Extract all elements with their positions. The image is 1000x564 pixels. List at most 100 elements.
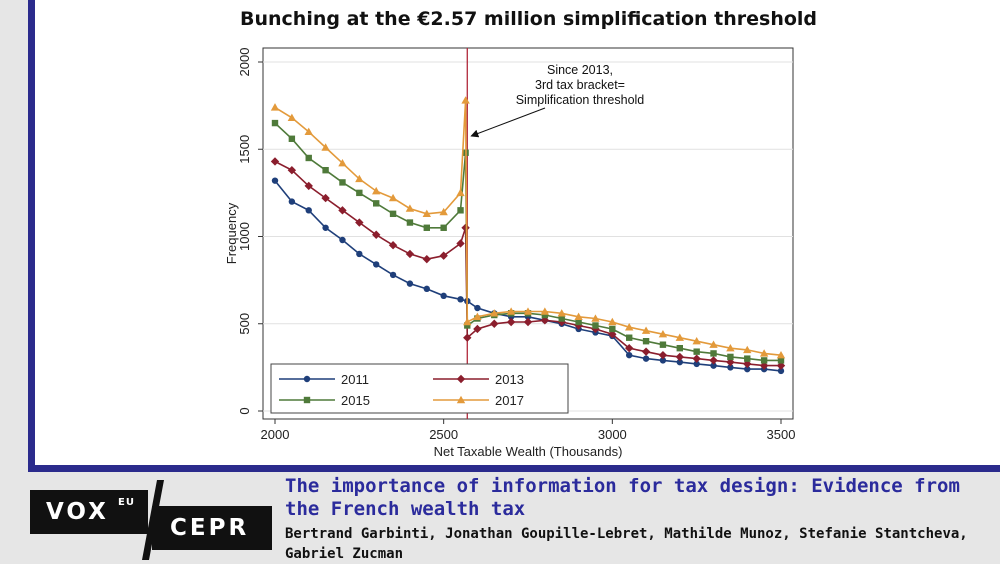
data-point-2013 — [709, 356, 718, 365]
annotation-line: Since 2013, — [547, 63, 613, 77]
footer: VOX EU CEPR The importance of informatio… — [0, 472, 1000, 563]
data-point-2013 — [338, 206, 347, 215]
vox-logo-eu: EU — [118, 497, 135, 508]
data-point-2013 — [405, 249, 415, 259]
data-point-2013 — [743, 359, 752, 369]
vox-logo-text: VOX — [46, 499, 109, 525]
data-point-2015 — [457, 207, 464, 214]
data-point-2015 — [693, 348, 700, 355]
data-point-2017 — [675, 333, 684, 341]
data-point-2017 — [523, 307, 533, 315]
data-point-2017 — [463, 317, 472, 326]
y-tick-label: 0 — [237, 407, 252, 414]
data-point-2013 — [625, 343, 634, 353]
data-point-2011 — [389, 271, 397, 279]
data-point-2017 — [726, 343, 735, 352]
y-tick-label: 1000 — [237, 222, 252, 251]
vox-logo[interactable]: VOX — [30, 490, 148, 534]
data-point-2013 — [490, 319, 499, 328]
annotation-line: Simplification threshold — [516, 93, 645, 107]
data-point-2013 — [372, 230, 381, 239]
annotation-line: 3rd tax bracket= — [535, 78, 625, 92]
plot-area — [262, 47, 794, 420]
data-point-2013 — [287, 165, 297, 175]
data-point-2011 — [474, 304, 481, 312]
data-point-2013 — [463, 333, 472, 342]
article-authors: Bertrand Garbinti, Jonathan Goupille-Leb… — [285, 526, 968, 562]
data-point-2017 — [439, 207, 448, 216]
data-point-2011 — [339, 236, 346, 244]
data-point-2017 — [759, 349, 769, 357]
data-point-2015 — [676, 344, 683, 352]
x-axis-title: Net Taxable Wealth (Thousands) — [434, 444, 623, 459]
legend-item-2013: 2013 — [433, 372, 524, 387]
data-point-2017 — [641, 326, 651, 334]
chart: 0 500 1000 1500 2000 2000 2500 3000 3500 Net Taxa… — [224, 47, 796, 459]
data-point-2017 — [372, 186, 381, 195]
data-point-2013 — [388, 241, 398, 250]
data-point-2015 — [305, 154, 312, 162]
data-point-2011 — [440, 292, 447, 300]
legend-label: 2013 — [495, 372, 524, 387]
data-point-2013 — [422, 254, 431, 264]
data-point-2017 — [776, 350, 786, 359]
slide-title: Bunching at the €2.57 million simplifica… — [240, 8, 818, 30]
data-point-2017 — [473, 312, 482, 320]
data-point-2011 — [626, 351, 633, 359]
y-tick-label: 1500 — [237, 135, 252, 164]
data-point-2017 — [321, 143, 330, 151]
data-point-2015 — [760, 357, 768, 364]
data-point-2013 — [439, 251, 448, 260]
data-point-2015 — [389, 210, 397, 218]
data-point-2015 — [373, 200, 380, 207]
data-point-2017 — [338, 159, 347, 167]
data-point-2015 — [592, 322, 599, 329]
cepr-logo-text: CEPR — [170, 515, 250, 541]
article-title[interactable]: The importance of information for tax de… — [285, 475, 960, 520]
legend-label: 2017 — [495, 393, 524, 408]
legend-label: 2011 — [341, 372, 369, 387]
data-point-2013 — [557, 317, 566, 327]
data-point-2011 — [642, 355, 650, 362]
data-point-2011 — [271, 177, 279, 184]
legend-marker — [456, 374, 466, 384]
x-tick-label: 3000 — [598, 427, 627, 442]
data-point-2013 — [658, 350, 668, 360]
data-point-2017 — [743, 345, 752, 354]
data-point-2013 — [675, 352, 684, 362]
annotation-arrow — [470, 107, 546, 138]
data-point-2015 — [271, 119, 279, 127]
data-point-2011 — [777, 367, 785, 375]
data-point-2013 — [641, 347, 651, 356]
data-point-2015 — [356, 189, 363, 197]
data-point-2011 — [373, 261, 380, 268]
x-tick-label: 3500 — [767, 427, 796, 442]
data-point-2011 — [727, 364, 734, 371]
cepr-logo[interactable]: CEPR — [152, 506, 272, 550]
data-point-2015 — [609, 325, 616, 333]
data-point-2011 — [744, 365, 751, 373]
y-tick-label: 2000 — [237, 48, 252, 77]
data-point-2017 — [456, 188, 465, 197]
legend-item-2015: 2015 — [279, 393, 370, 408]
data-point-2015 — [727, 353, 734, 361]
data-point-2017 — [540, 307, 550, 315]
data-point-2013 — [355, 218, 364, 227]
data-point-2015 — [575, 318, 582, 326]
data-point-2013 — [692, 354, 701, 363]
data-point-2015 — [744, 355, 751, 362]
data-point-2015 — [464, 322, 471, 329]
data-point-2011 — [423, 285, 430, 293]
data-point-2017 — [506, 307, 516, 315]
series-2013 — [270, 157, 786, 370]
data-point-2015 — [626, 334, 633, 341]
data-point-2013 — [506, 317, 516, 327]
data-point-2011 — [305, 207, 312, 214]
data-point-2017 — [422, 209, 431, 218]
data-point-2017 — [574, 312, 583, 320]
data-point-2015 — [659, 341, 667, 348]
data-point-2017 — [304, 127, 313, 135]
data-point-2017 — [608, 317, 617, 326]
data-point-2015 — [339, 179, 346, 186]
data-point-2013 — [523, 317, 533, 327]
